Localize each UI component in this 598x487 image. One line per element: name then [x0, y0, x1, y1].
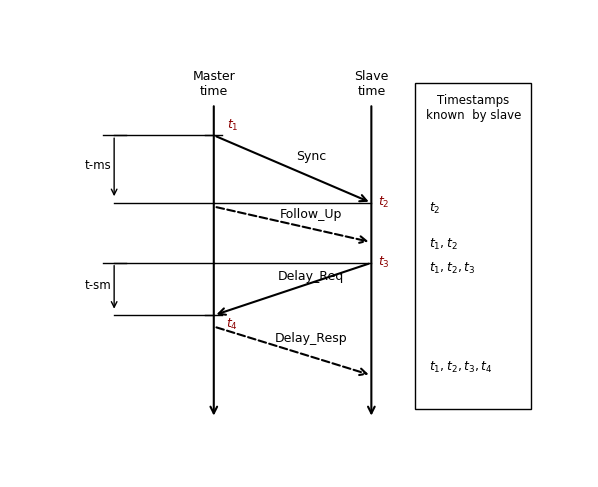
Text: t-ms: t-ms [85, 159, 112, 172]
Text: $t_1, t_2, t_3$: $t_1, t_2, t_3$ [429, 261, 475, 276]
Bar [416, 83, 531, 409]
Text: Follow_Up: Follow_Up [280, 207, 342, 221]
Text: Delay_Req: Delay_Req [278, 270, 344, 283]
Text: Timestamps
known  by slave: Timestamps known by slave [426, 94, 521, 122]
Text: Sync: Sync [296, 150, 327, 164]
Text: Master
time: Master time [193, 70, 235, 98]
Text: $t_2$: $t_2$ [429, 201, 441, 216]
Text: $t_1, t_2$: $t_1, t_2$ [429, 237, 458, 252]
Text: $t_4$: $t_4$ [226, 317, 238, 332]
Text: Delay_Resp: Delay_Resp [275, 332, 347, 345]
Text: $t_1, t_2, t_3, t_4$: $t_1, t_2, t_3, t_4$ [429, 360, 493, 375]
Text: $t_3$: $t_3$ [379, 255, 390, 270]
Text: $t_2$: $t_2$ [379, 195, 390, 210]
Text: t-sm: t-sm [85, 279, 112, 292]
Text: $t_1$: $t_1$ [227, 118, 239, 133]
Text: Slave
time: Slave time [354, 70, 389, 98]
